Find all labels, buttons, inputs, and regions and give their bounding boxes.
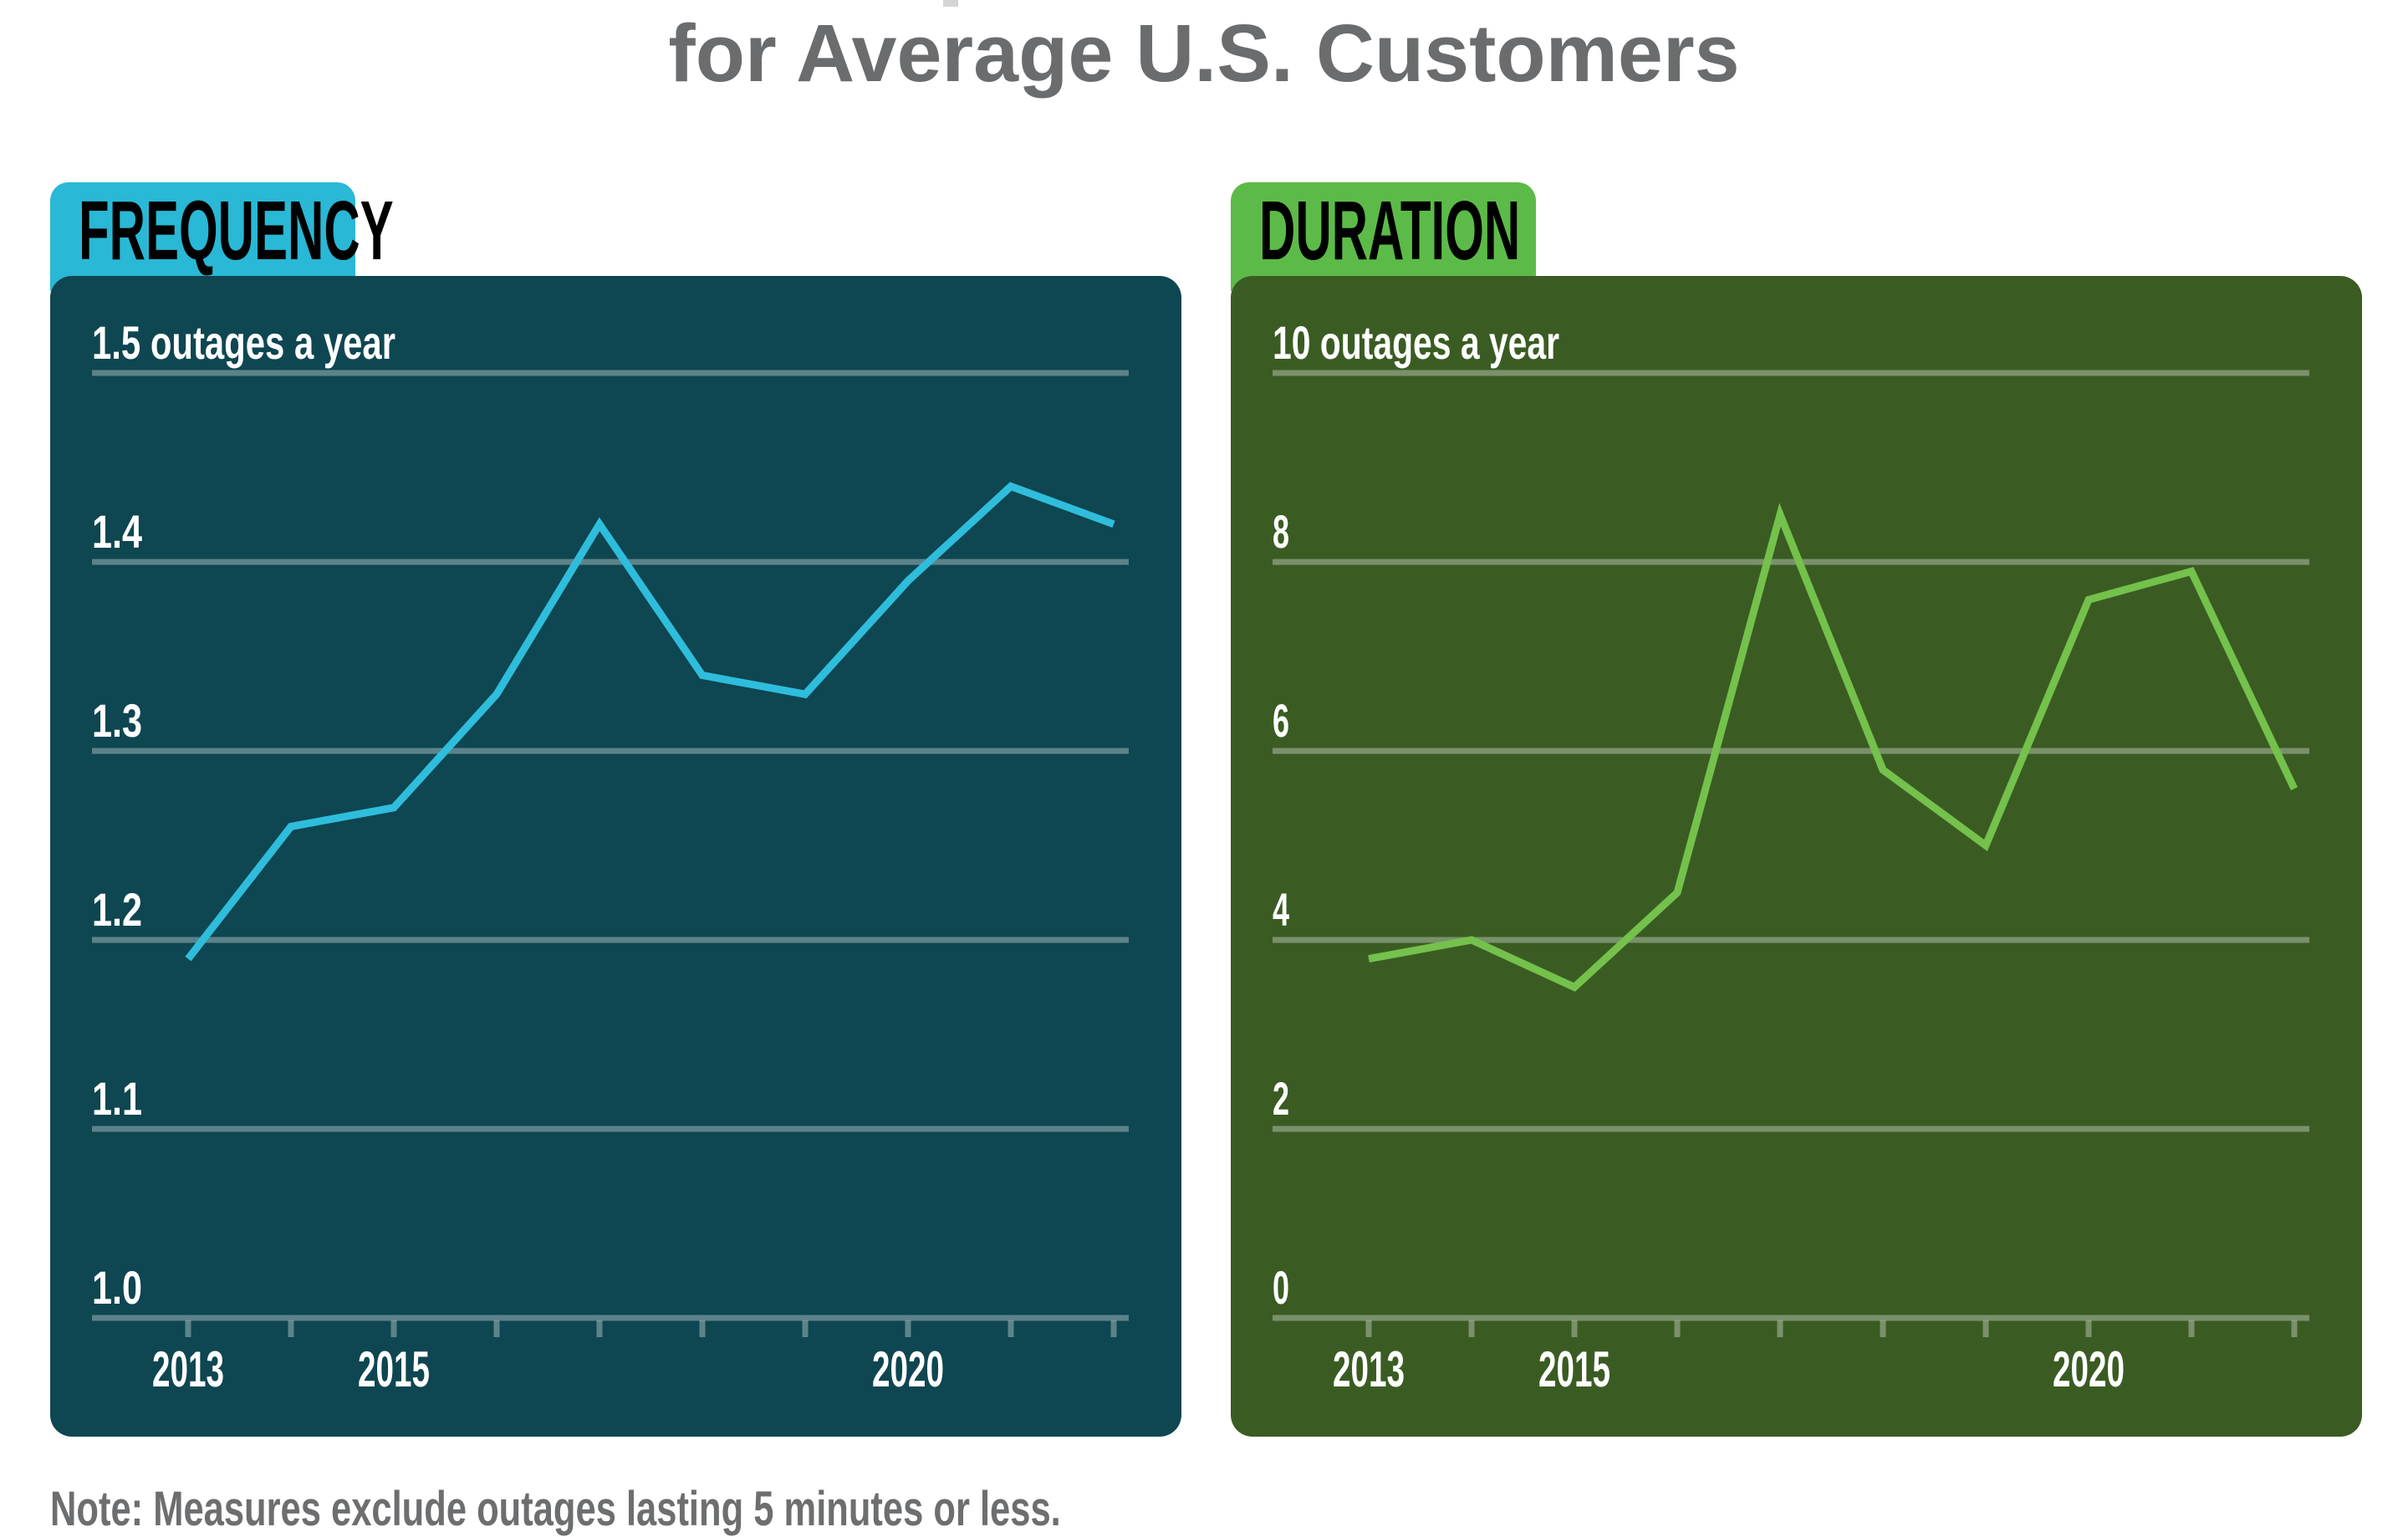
y-tick-label-10: 10 outages a year	[1273, 316, 1559, 369]
y-tick-label-1.4: 1.4	[92, 505, 142, 558]
x-tick-label-2013: 2013	[1333, 1341, 1405, 1397]
frequency-panel-body: 1.5 outages a year 1.4 1.3 1.2 1.1 1.0 2013 201…	[50, 276, 1181, 1437]
duration-chart: 10 outages a year 8 6 4 2 0 2013 2015 2020	[1273, 316, 2309, 1397]
duration-data-line	[1368, 503, 2298, 992]
duration-tab-label: DURATION	[1259, 184, 1521, 278]
x-tick-label-2015: 2015	[358, 1341, 430, 1397]
y-tick-label-1.5: 1.5 outages a year	[92, 316, 395, 369]
duration-panel: DURATION 10 outages a year 8 6 4 2 0 2013 2015 2…	[1231, 182, 2362, 1437]
frequency-data-line	[185, 482, 1115, 962]
frequency-tab-label: FREQUENCY	[79, 184, 394, 278]
y-tick-label-4: 4	[1273, 883, 1289, 936]
frequency-panel: FREQUENCY 1.5 outages a year 1.4 1.3 1.2 1.1…	[50, 182, 1181, 1437]
page-title: for Average U.S. Customers	[668, 8, 1740, 99]
y-tick-label-1.3: 1.3	[92, 694, 142, 747]
footnote: Note: Measures exclude outages lasting 5…	[50, 1482, 1061, 1536]
y-tick-label-1.1: 1.1	[92, 1072, 142, 1125]
y-tick-label-1: 1.0	[92, 1261, 142, 1314]
y-tick-label-1.2: 1.2	[92, 883, 142, 936]
duration-tab: DURATION	[1231, 182, 1536, 291]
y-tick-label-2: 2	[1273, 1072, 1289, 1125]
x-tick-label-2015: 2015	[1538, 1341, 1610, 1397]
x-tick-label-2020: 2020	[872, 1341, 944, 1397]
y-tick-label-6: 6	[1273, 694, 1289, 747]
y-tick-label-0: 0	[1273, 1261, 1289, 1314]
duration-panel-body: 10 outages a year 8 6 4 2 0 2013 2015 2020	[1231, 276, 2362, 1437]
clipped-title-line-remnant	[943, 0, 958, 7]
x-tick-label-2020: 2020	[2053, 1341, 2125, 1397]
x-tick-label-2013: 2013	[152, 1341, 224, 1397]
y-tick-label-8: 8	[1273, 505, 1289, 558]
frequency-tab: FREQUENCY	[50, 182, 394, 291]
infographic-canvas: for Average U.S. Customers FREQUENCY 1.5…	[50, 0, 2362, 1536]
